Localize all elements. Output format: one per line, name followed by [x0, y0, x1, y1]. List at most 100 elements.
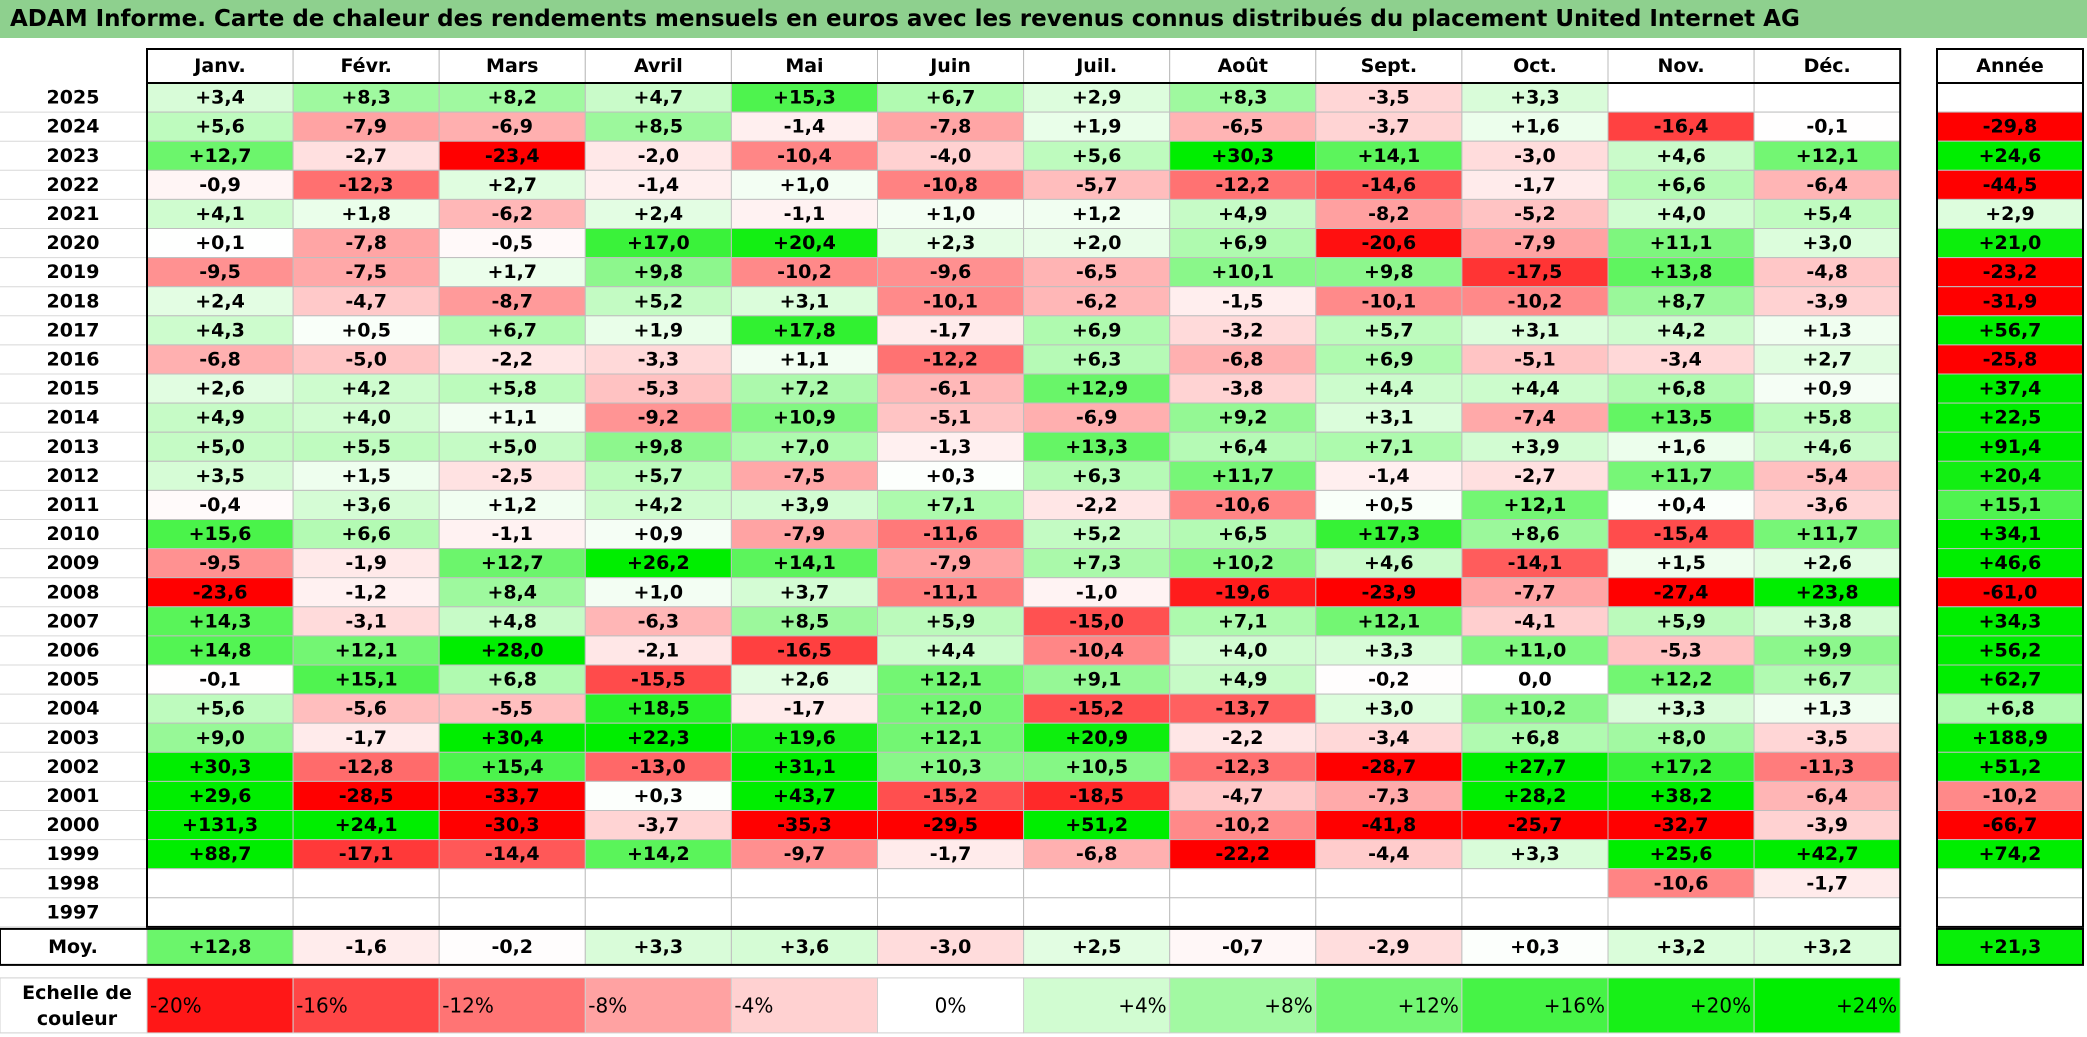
column-header: Févr. — [340, 55, 391, 77]
heatmap-cell — [146, 344, 294, 375]
annual-value: -29,8 — [1983, 116, 2038, 138]
heatmap-cell — [877, 693, 1025, 724]
heatmap-cell — [1169, 344, 1317, 375]
heatmap-cell — [877, 868, 1025, 899]
cell-value: -12,3 — [1215, 756, 1270, 778]
cell-value: +0,4 — [1656, 494, 1706, 516]
cell-value: +3,9 — [1510, 436, 1560, 458]
heatmap-cell — [1607, 897, 1755, 928]
cell-value: -15,0 — [1069, 610, 1124, 632]
scale-swatch — [584, 977, 732, 1034]
cell-value: -13,0 — [631, 756, 686, 778]
cell-value: -12,2 — [1215, 174, 1270, 196]
cell-value: -3,5 — [1806, 727, 1848, 749]
cell-value: -17,5 — [1508, 261, 1563, 283]
cell-value: -6,8 — [1222, 348, 1264, 370]
heatmap-cell — [438, 228, 586, 259]
cell-value: +5,0 — [195, 436, 245, 458]
cell-value: -1,7 — [345, 727, 387, 749]
heatmap-cell — [1023, 489, 1171, 520]
average-value: +3,3 — [634, 936, 684, 958]
scale-step-label: +16% — [1544, 993, 1605, 1017]
cell-value: -14,1 — [1508, 552, 1563, 574]
average-annual-value: +21,3 — [1979, 936, 2042, 958]
cell-value: +3,0 — [1364, 698, 1414, 720]
cell-value: -10,4 — [777, 145, 832, 167]
cell-value: -7,5 — [784, 465, 826, 487]
scale-swatch — [292, 977, 440, 1034]
heatmap-cell — [877, 519, 1025, 550]
cell-value: -17,1 — [339, 843, 394, 865]
heatmap-cell — [146, 606, 294, 637]
heatmap-cell — [584, 548, 732, 579]
cell-value: -9,2 — [638, 407, 680, 429]
cell-value: +1,8 — [341, 203, 391, 225]
cell-value: +4,4 — [1510, 378, 1560, 400]
heatmap-cell — [1607, 489, 1755, 520]
heatmap-cell — [584, 169, 732, 200]
heatmap-cell — [1169, 868, 1317, 899]
average-cell — [1169, 928, 1317, 966]
heatmap-cell — [1461, 169, 1609, 200]
cell-value: -33,7 — [485, 785, 540, 807]
heatmap-cell — [584, 344, 732, 375]
cell-value: +4,9 — [195, 407, 245, 429]
cell-value: +1,1 — [780, 348, 830, 370]
cell-value: +1,1 — [487, 407, 537, 429]
cell-value: -0,4 — [199, 494, 241, 516]
average-annual-cell — [1936, 928, 2084, 966]
row-label-year: 2010 — [47, 523, 100, 545]
heatmap-cell — [1315, 257, 1463, 288]
cell-value: +30,3 — [189, 756, 252, 778]
cell-value: -23,6 — [193, 581, 248, 603]
annual-cell — [1936, 664, 2084, 695]
cell-value: +2,3 — [926, 232, 976, 254]
heatmap-cell — [1169, 693, 1317, 724]
cell-value: -3,4 — [1660, 348, 1702, 370]
cell-value: +10,3 — [919, 756, 982, 778]
heatmap-cell — [146, 489, 294, 520]
cell-value: -2,2 — [491, 348, 533, 370]
heatmap-cell — [877, 897, 1025, 928]
cell-value: -12,3 — [339, 174, 394, 196]
cell-value: +12,1 — [1357, 610, 1420, 632]
column-header-cell — [1023, 48, 1171, 84]
row-label-year: 2001 — [47, 785, 100, 807]
cell-value: +10,1 — [1211, 261, 1274, 283]
heatmap-cell — [730, 868, 879, 899]
cell-value: +4,0 — [1218, 639, 1268, 661]
heatmap-cell — [1461, 257, 1609, 288]
cell-value: +4,9 — [1218, 203, 1268, 225]
cell-value: -2,0 — [638, 145, 680, 167]
heatmap-cell — [877, 489, 1025, 520]
cell-value: -14,4 — [485, 843, 540, 865]
heatmap-cell — [1461, 751, 1609, 782]
average-cell — [730, 928, 879, 966]
heatmap-cell — [1461, 315, 1609, 346]
cell-value: +6,9 — [1218, 232, 1268, 254]
heatmap-cell — [877, 257, 1025, 288]
cell-value: +6,9 — [1364, 348, 1414, 370]
cell-value: -16,5 — [777, 639, 832, 661]
heatmap-cell — [1607, 140, 1755, 171]
cell-value: +0,5 — [341, 319, 391, 341]
cell-value: +8,7 — [1656, 290, 1706, 312]
cell-value: +13,5 — [1650, 407, 1713, 429]
heatmap-cell — [292, 228, 440, 259]
annual-cell — [1936, 140, 2084, 171]
year-column-header: Année — [1976, 55, 2044, 77]
cell-value: +5,9 — [926, 610, 976, 632]
heatmap-cell — [292, 635, 440, 666]
heatmap-cell — [146, 373, 294, 404]
heatmap-cell — [730, 228, 879, 259]
heatmap-cell — [1753, 286, 1901, 317]
cell-value: -3,9 — [1806, 290, 1848, 312]
cell-value: -9,7 — [784, 843, 826, 865]
scale-label-cell — [0, 977, 148, 1034]
heatmap-cell — [1023, 519, 1171, 550]
cell-value: -2,5 — [491, 465, 533, 487]
heatmap-cell — [292, 286, 440, 317]
heatmap-cell — [1169, 577, 1317, 608]
column-header: Déc. — [1804, 55, 1851, 77]
